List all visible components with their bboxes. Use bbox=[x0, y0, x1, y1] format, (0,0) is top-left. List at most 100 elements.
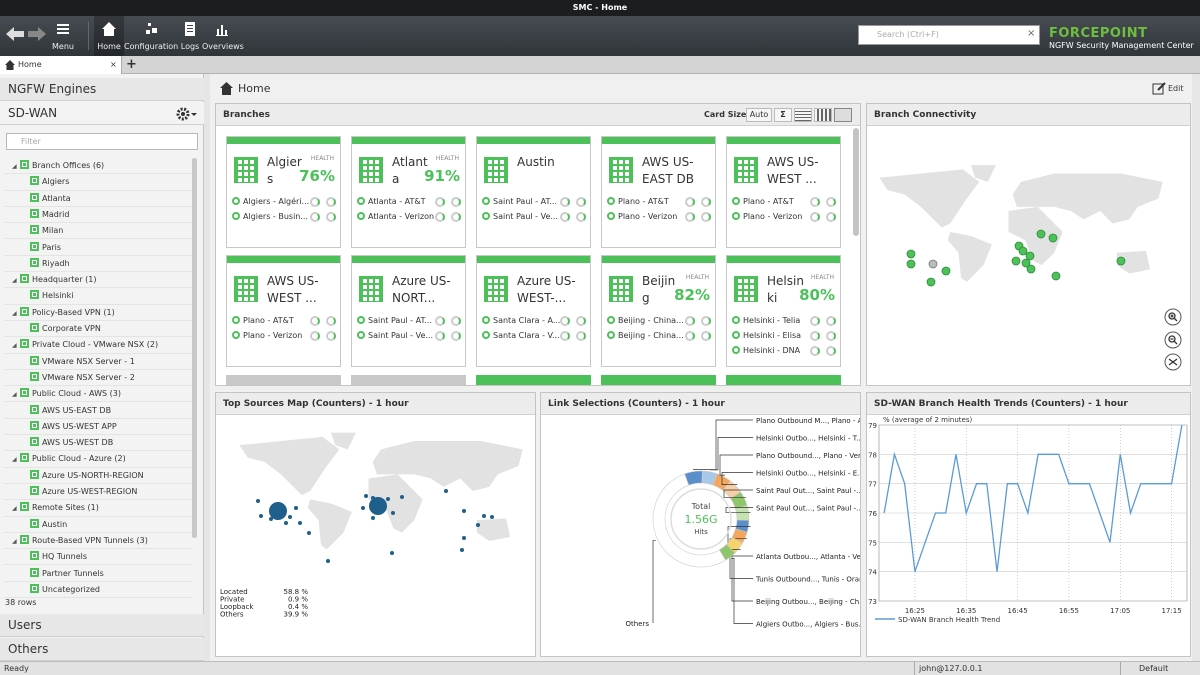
icon-window bbox=[625, 160, 629, 164]
tree-item[interactable]: Algiers bbox=[4, 174, 192, 191]
users-header[interactable]: Users bbox=[0, 614, 204, 637]
gauge bbox=[701, 316, 711, 326]
group-icon bbox=[20, 339, 29, 349]
edit-button[interactable]: Edit bbox=[1168, 84, 1184, 93]
tree-item[interactable]: AWS US-WEST APP bbox=[4, 419, 192, 436]
group-icon bbox=[20, 534, 29, 544]
branch-card[interactable]: Helsinki HEALTH 80% Helsinki - Telia Helsink… bbox=[726, 255, 841, 367]
size-list[interactable] bbox=[794, 108, 812, 122]
branch-card[interactable]: AWS US-WEST ... Plano - AT&T Plano - Veriz… bbox=[226, 255, 341, 367]
link-row: Saint Paul - AT... bbox=[482, 195, 590, 209]
branch-card[interactable]: AWS US-EAST DB Plano - AT&T Plano - Verizo… bbox=[601, 136, 716, 248]
building-icon bbox=[609, 276, 633, 302]
branch-name: Beijing bbox=[642, 274, 676, 305]
tree-item[interactable]: Azure US-WEST-REGION bbox=[4, 484, 192, 501]
branch-card[interactable]: Atlanta HEALTH 91% Atlanta - AT&T Atlanta - … bbox=[351, 136, 466, 248]
size-auto[interactable]: Auto bbox=[746, 108, 772, 122]
gauge bbox=[826, 212, 836, 222]
icon-shape bbox=[102, 22, 116, 36]
tree-group[interactable]: ◢ Remote Sites (1) bbox=[4, 500, 192, 517]
tree-item[interactable]: Madrid bbox=[4, 207, 192, 224]
tree-item[interactable]: Corporate VPN bbox=[4, 321, 192, 338]
slice-label: Atlanta Outbou..., Atlanta - Ve... bbox=[756, 553, 861, 561]
tree-item[interactable]: VMware NSX Server - 2 bbox=[4, 370, 192, 387]
tree-item[interactable]: AWS US-WEST DB bbox=[4, 435, 192, 452]
link-icon bbox=[357, 197, 365, 205]
settings-gear[interactable] bbox=[176, 107, 198, 121]
toolbar-item[interactable]: Home bbox=[94, 16, 124, 56]
health-bar bbox=[227, 256, 340, 263]
tree-item[interactable]: Austin bbox=[4, 517, 192, 533]
branch-card[interactable]: AWS US-WEST ... Plano - AT&T Plano - Veriz… bbox=[726, 136, 841, 248]
tree-group[interactable]: ◢ Branch Offices (6) bbox=[4, 158, 192, 175]
branch-card[interactable]: Azure US-WEST-... Santa Clara - A... Santa… bbox=[476, 255, 591, 367]
link-row: Atlanta - AT&T bbox=[357, 195, 465, 209]
tree-item[interactable]: Paris bbox=[4, 240, 192, 256]
gauge bbox=[576, 197, 586, 207]
menu-button[interactable]: Menu bbox=[50, 16, 76, 56]
tree-item[interactable]: Uncategorized bbox=[4, 582, 192, 599]
tree-item[interactable]: Azure US-NORTH-REGION bbox=[4, 468, 192, 484]
icon-window bbox=[238, 178, 242, 182]
edit-icon[interactable] bbox=[1152, 82, 1166, 95]
tree-group[interactable]: ◢ Public Cloud - AWS (3) bbox=[4, 386, 192, 403]
status-profile[interactable]: Default bbox=[1120, 662, 1168, 675]
gauge bbox=[451, 331, 461, 341]
engines-header[interactable]: NGFW Engines bbox=[0, 78, 204, 101]
health-value: 91% bbox=[424, 167, 460, 185]
tree-item[interactable]: VMware NSX Server - 1 bbox=[4, 354, 192, 370]
toolbar-item[interactable]: Logs bbox=[180, 16, 200, 56]
gauge bbox=[326, 212, 336, 222]
branch-card[interactable]: Azure US-NORT... Saint Paul - AT... Saint … bbox=[351, 255, 466, 367]
toolbar-item[interactable]: Overviews bbox=[202, 16, 244, 56]
icon-window bbox=[375, 160, 379, 164]
search-box[interactable]: Search (Ctrl+F) bbox=[858, 25, 1040, 45]
x-tick-label: 16:55 bbox=[1059, 607, 1079, 615]
gauge bbox=[685, 316, 695, 326]
icon-window bbox=[625, 178, 629, 182]
scrollbar[interactable] bbox=[192, 158, 197, 538]
link-name: Algiers - Algéri... bbox=[243, 197, 310, 206]
tree-group[interactable]: ◢ Private Cloud - VMware NSX (2) bbox=[4, 337, 192, 354]
panel-title: Branches bbox=[223, 110, 270, 120]
branch-card[interactable]: Austin Saint Paul - AT... Saint Paul - Ve.… bbox=[476, 136, 591, 248]
tree-group[interactable]: ◢ Policy-Based VPN (1) bbox=[4, 305, 192, 321]
search-clear[interactable]: × bbox=[1027, 28, 1036, 39]
filter-box[interactable]: Filter bbox=[6, 133, 198, 150]
tree-item[interactable]: Atlanta bbox=[4, 191, 192, 207]
leader-line bbox=[729, 538, 753, 579]
tree-item[interactable]: Partner Tunnels bbox=[4, 566, 192, 582]
icon-window bbox=[238, 291, 242, 295]
size-large[interactable] bbox=[834, 108, 852, 122]
branch-card[interactable]: Beijing HEALTH 82% Beijing - China... Beijin… bbox=[601, 255, 716, 367]
tree-item[interactable]: HQ Tunnels bbox=[4, 549, 192, 566]
tree-group[interactable]: ◢ Public Cloud - Azure (2) bbox=[4, 451, 192, 468]
nav-arrows[interactable] bbox=[4, 24, 48, 44]
tree-item[interactable]: Helsinki bbox=[4, 288, 192, 305]
size-sum[interactable]: Σ bbox=[774, 108, 792, 122]
branch-name: Azure US-NORT... bbox=[392, 274, 451, 305]
tab-close[interactable]: × bbox=[110, 60, 117, 69]
tree-label: Partner Tunnels bbox=[42, 568, 104, 578]
tree-group[interactable]: ◢ Route-Based VPN Tunnels (3) bbox=[4, 533, 192, 550]
tab[interactable]: Home × bbox=[0, 56, 122, 74]
icon-window bbox=[619, 279, 623, 283]
tree-item[interactable]: Riyadh bbox=[4, 256, 192, 273]
scrollbar[interactable] bbox=[853, 128, 859, 236]
legend-value: 0.4 % bbox=[288, 603, 308, 611]
tree-item[interactable]: AWS US-EAST DB bbox=[4, 403, 192, 419]
others-header[interactable]: Others bbox=[0, 638, 204, 661]
item-icon bbox=[30, 257, 39, 267]
tree-group[interactable]: ◢ Headquarter (1) bbox=[4, 272, 192, 289]
gauge bbox=[701, 197, 711, 207]
add-tab[interactable]: + bbox=[126, 57, 137, 72]
icon-window bbox=[494, 172, 498, 176]
sidebar: NGFW Engines SD-WAN Filter ◢ Branch Offic… bbox=[0, 74, 204, 661]
icon-window bbox=[738, 291, 742, 295]
tree-item[interactable]: Milan bbox=[4, 223, 192, 240]
branch-card[interactable]: Algiers HEALTH 76% Algiers - Algéri... Algie… bbox=[226, 136, 341, 248]
size-small[interactable] bbox=[814, 108, 832, 122]
item-icon bbox=[30, 583, 39, 593]
toolbar-item[interactable]: Configuration bbox=[124, 16, 178, 56]
gauge bbox=[826, 316, 836, 326]
